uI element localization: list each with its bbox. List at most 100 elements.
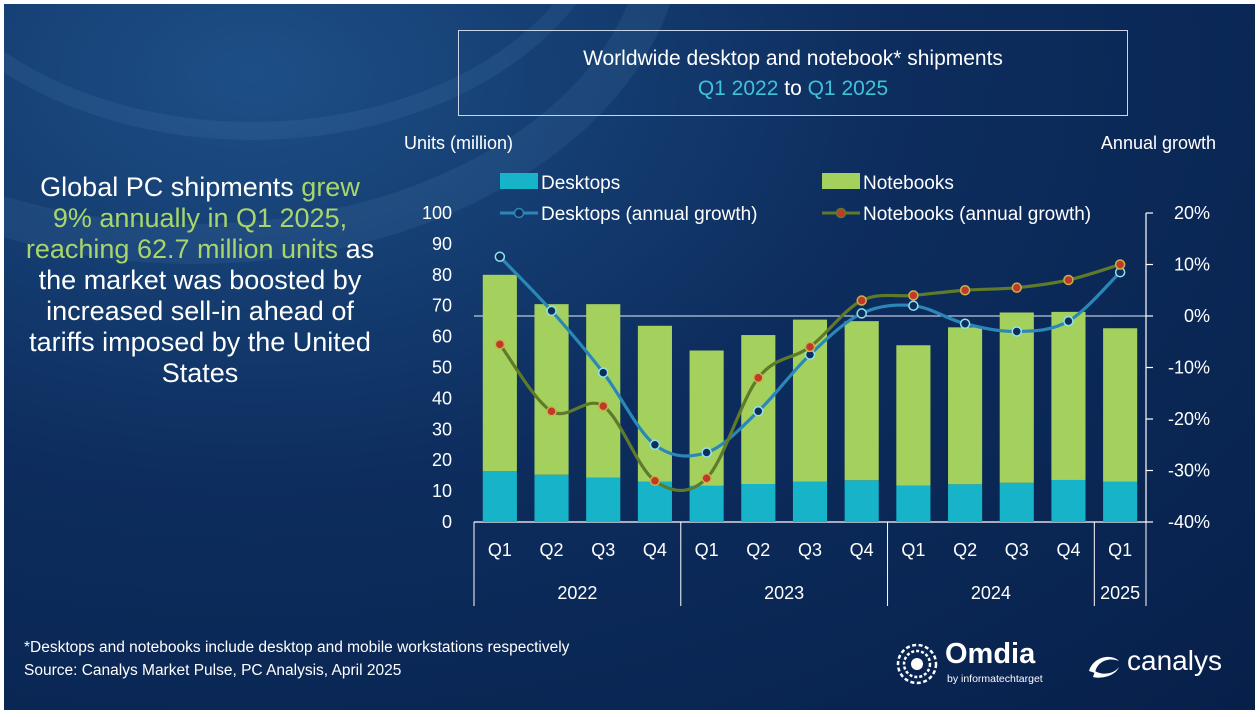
desktops-growth-point <box>701 447 712 458</box>
omdia-logo: Omdia by informatechtarget <box>895 638 1085 690</box>
desktops-growth-point <box>753 406 764 417</box>
x-tick-label: Q2 <box>746 540 770 560</box>
bar-notebooks <box>844 321 879 481</box>
x-year-label: 2024 <box>971 583 1011 603</box>
legend-label: Notebooks (annual growth) <box>863 204 1091 225</box>
desktops-growth-point <box>1011 326 1023 337</box>
y-right-tick-label: 20% <box>1174 203 1210 223</box>
y-right-tick-label: -40% <box>1168 512 1210 532</box>
y-right-tick-label: 10% <box>1174 255 1210 275</box>
bar-notebooks <box>896 345 931 486</box>
chart-title-box: Worldwide desktop and notebook* shipment… <box>458 30 1128 116</box>
x-tick-label: Q3 <box>1005 540 1029 560</box>
bar-notebooks <box>999 312 1034 483</box>
y-right-axis-title: Annual growth <box>1101 133 1216 153</box>
bar-notebooks <box>534 304 569 475</box>
canalys-logo: canalys <box>1085 645 1245 685</box>
bar-desktops <box>896 485 931 522</box>
omdia-byline: by informatechtarget <box>947 673 1043 685</box>
notebooks-growth-point <box>753 372 764 384</box>
bar-notebooks <box>689 350 724 486</box>
y-left-tick-label: 50 <box>432 358 452 378</box>
y-left-tick-label: 80 <box>432 265 452 285</box>
omdia-wordmark: Omdia <box>945 638 1036 670</box>
bar-desktops <box>792 481 828 522</box>
legend-marker <box>513 207 525 219</box>
y-right-tick-label: -20% <box>1168 409 1210 429</box>
x-tick-label: Q1 <box>488 540 512 560</box>
x-tick-label: Q2 <box>953 540 977 560</box>
subtitle-to-word: to <box>784 77 802 100</box>
subtitle-from: Q1 2022 <box>697 77 779 100</box>
headline-text: Global PC shipments grew 9% annually in … <box>20 172 380 389</box>
desktops-growth-point <box>494 251 506 263</box>
y-left-tick-label: 70 <box>432 296 452 316</box>
canalys-wordmark: canalys <box>1127 645 1222 676</box>
footnote-line1: *Desktops and notebooks include desktop … <box>24 639 570 656</box>
x-tick-label: Q2 <box>540 540 564 560</box>
notebooks-growth-point <box>649 475 661 487</box>
bar-desktops <box>1051 479 1086 522</box>
x-tick-label: Q3 <box>591 540 615 560</box>
headline-part2: grew 9% annually in Q1 2025, reaching 62… <box>25 172 360 264</box>
chart-title: Worldwide desktop and notebook* shipment… <box>583 47 1003 70</box>
bar-desktops <box>482 471 517 522</box>
bar-desktops <box>534 474 569 522</box>
desktops-growth-point <box>649 439 661 450</box>
notebooks-growth-point <box>701 472 712 484</box>
bar-notebooks <box>637 325 672 482</box>
infographic-panel <box>4 4 1255 710</box>
bar-desktops <box>999 482 1034 522</box>
desktops-growth-point <box>908 300 919 311</box>
desktops-growth-point <box>597 367 609 378</box>
notebooks-growth-point <box>804 341 816 353</box>
bar-notebooks <box>1103 328 1138 482</box>
subtitle-to: Q1 2025 <box>807 77 889 100</box>
desktops-growth-point <box>1063 315 1074 327</box>
bar-desktops <box>948 484 983 522</box>
y-right-tick-label: -30% <box>1168 461 1210 481</box>
x-tick-label: Q1 <box>1108 540 1132 560</box>
x-tick-label: Q4 <box>850 540 874 560</box>
y-right-tick-label: -10% <box>1168 358 1210 378</box>
y-left-axis-title: Units (million) <box>404 133 513 153</box>
desktops-growth-point <box>856 308 867 319</box>
bar-desktops <box>1103 481 1138 522</box>
x-tick-label: Q4 <box>1056 540 1080 560</box>
x-year-label: 2025 <box>1100 583 1140 603</box>
source-line: Source: Canalys Market Pulse, PC Analysi… <box>24 662 402 679</box>
y-right-tick-label: 0% <box>1184 306 1210 326</box>
x-tick-label: Q1 <box>901 540 925 560</box>
notebooks-growth-point <box>1114 259 1126 270</box>
x-year-label: 2022 <box>557 583 597 603</box>
notebooks-growth-point <box>597 400 609 412</box>
y-left-tick-label: 10 <box>432 481 452 501</box>
x-year-label: 2023 <box>764 583 804 603</box>
legend-swatch <box>500 173 538 189</box>
y-left-tick-label: 100 <box>422 203 452 223</box>
y-left-tick-label: 30 <box>432 419 452 439</box>
legend-swatch <box>822 173 860 189</box>
y-left-tick-label: 0 <box>442 512 452 532</box>
notebooks-growth-point <box>856 295 867 306</box>
footnote: *Desktops and notebooks include desktop … <box>24 636 569 682</box>
desktops-growth-point <box>546 305 557 317</box>
bar-desktops <box>741 483 776 522</box>
legend-label: Notebooks <box>863 173 954 194</box>
notebooks-growth-point <box>1063 274 1074 286</box>
headline-part3: as the market was boosted by increased s… <box>29 234 375 388</box>
legend-label: Desktops (annual growth) <box>541 204 758 225</box>
y-left-tick-label: 60 <box>432 327 452 347</box>
omdia-ring-icon <box>896 643 938 685</box>
y-left-tick-label: 40 <box>432 388 452 408</box>
legend-marker <box>835 207 847 219</box>
bar-notebooks <box>482 274 517 472</box>
x-tick-label: Q1 <box>695 540 719 560</box>
chart-subtitle: Q1 2022 to Q1 2025 <box>459 77 1127 101</box>
y-left-tick-label: 90 <box>432 234 452 254</box>
notebooks-growth-point <box>959 285 971 296</box>
x-tick-label: Q4 <box>643 540 667 560</box>
bar-notebooks <box>948 327 983 485</box>
notebooks-growth-point <box>494 339 506 350</box>
